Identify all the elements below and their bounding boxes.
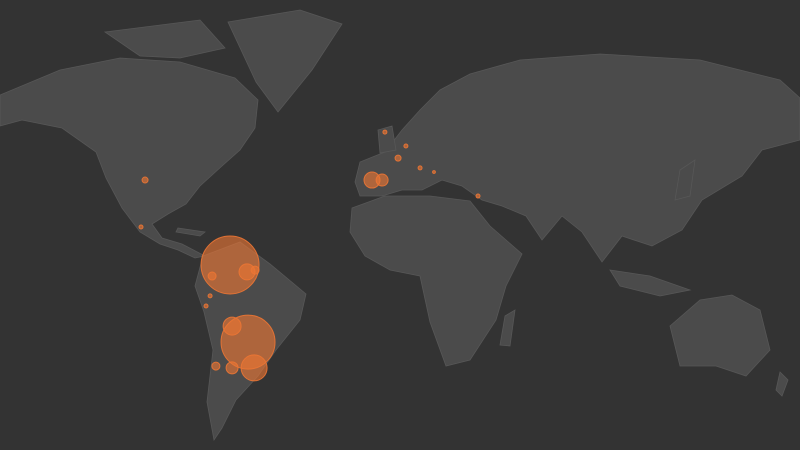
arctic-islands <box>103 19 226 59</box>
land-layer <box>0 9 800 442</box>
australia <box>669 294 771 377</box>
map-bubble[interactable] <box>403 143 409 149</box>
map-bubble[interactable] <box>417 165 423 171</box>
map-bubble[interactable] <box>207 271 217 281</box>
great-britain <box>377 125 397 154</box>
map-bubble[interactable] <box>203 303 209 309</box>
indonesia <box>609 269 692 297</box>
map-bubble[interactable] <box>432 170 436 174</box>
map-bubble[interactable] <box>138 224 144 230</box>
madagascar <box>499 309 516 347</box>
bubble-layer <box>138 129 481 382</box>
map-bubble[interactable] <box>394 154 402 162</box>
north-america <box>0 57 259 259</box>
map-bubble[interactable] <box>240 354 268 382</box>
map-bubble[interactable] <box>141 176 149 184</box>
map-bubble[interactable] <box>222 316 242 336</box>
cuba <box>175 227 206 237</box>
japan <box>674 159 696 201</box>
new-zealand <box>775 371 789 397</box>
map-bubble[interactable] <box>475 193 481 199</box>
greenland <box>227 9 343 113</box>
africa <box>349 195 523 367</box>
map-bubble[interactable] <box>382 129 388 135</box>
map-bubble[interactable] <box>207 293 213 299</box>
map-bubble[interactable] <box>211 361 221 371</box>
map-bubble[interactable] <box>375 173 389 187</box>
eurasia <box>354 53 800 263</box>
map-bubble[interactable] <box>225 361 239 375</box>
map-bubble[interactable] <box>250 265 260 275</box>
